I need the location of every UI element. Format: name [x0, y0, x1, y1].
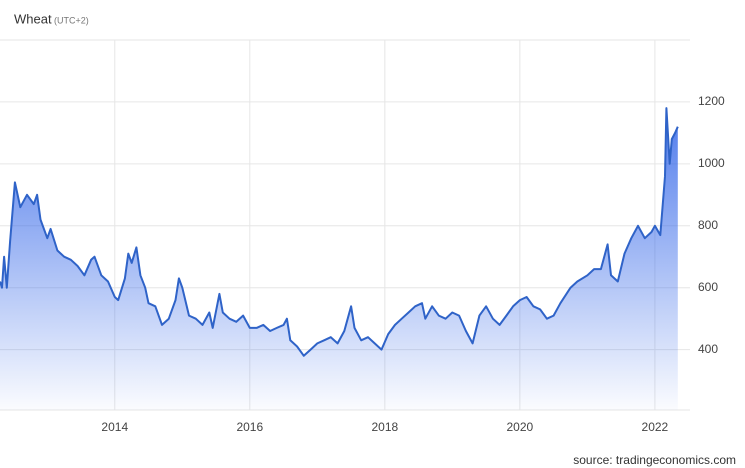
x-tick-label: 2014	[101, 420, 128, 434]
y-tick-label: 800	[698, 218, 718, 232]
x-tick-label: 2018	[371, 420, 398, 434]
source: source: tradingeconomics.com	[573, 453, 736, 467]
chart-subtitle: (UTC+2)	[54, 15, 89, 25]
x-tick-label: 2022	[642, 420, 669, 434]
y-tick-label: 1000	[698, 156, 725, 170]
x-tick-label: 2020	[507, 420, 534, 434]
x-tick-label: 2016	[236, 420, 263, 434]
area	[0, 108, 678, 410]
y-tick-label: 1200	[698, 94, 725, 108]
chart-title: Wheat	[14, 11, 52, 26]
y-tick-label: 400	[698, 342, 718, 356]
y-tick-label: 600	[698, 280, 718, 294]
line	[0, 107, 679, 357]
